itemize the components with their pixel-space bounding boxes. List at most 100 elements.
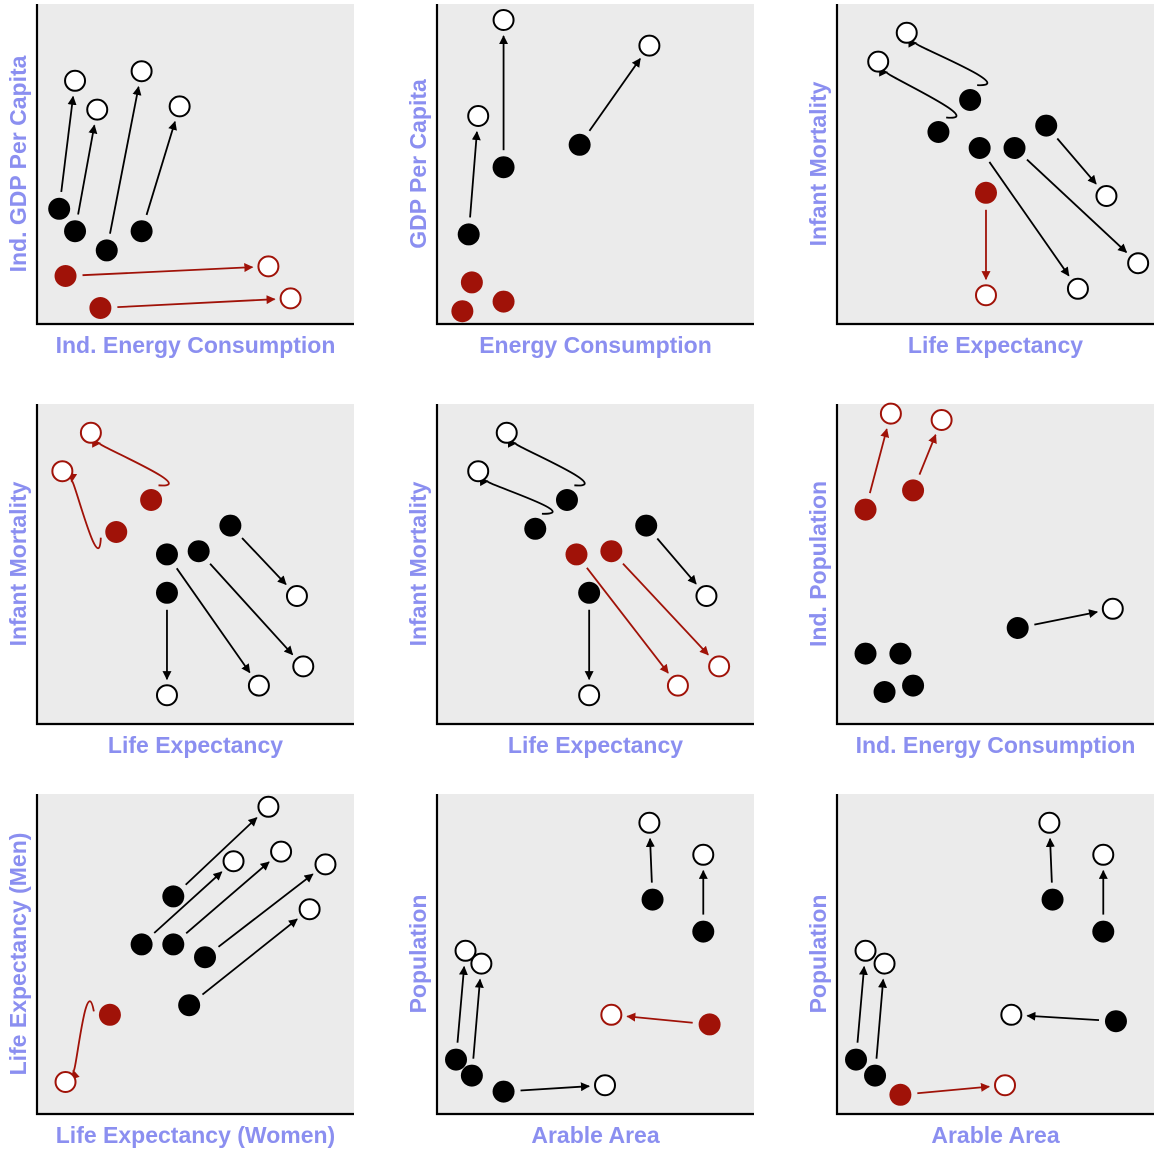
arrow-layer [456,837,708,1092]
end-point [285,585,308,607]
point-layer [845,811,1127,1106]
trajectory-arrow [908,38,989,87]
trajectory-arrow [71,1000,95,1080]
end-point [1038,811,1061,834]
start-point [555,489,578,511]
start-point [178,994,201,1017]
start-point [140,489,163,511]
end-point [155,684,178,707]
start-point [48,197,71,220]
y-axis-label: Infant Mortality [5,481,31,646]
end-point [168,95,191,118]
start-point [155,543,178,566]
arrow-layer [469,35,641,218]
x-axis-label: Ind. Energy Consumption [56,332,336,358]
start-point [1035,114,1058,137]
start-point [600,540,623,563]
start-point [1104,1010,1127,1033]
end-point [994,1074,1017,1097]
start-point [864,1064,887,1087]
trajectory-arrow [241,537,287,586]
end-point [692,843,715,866]
x-axis-label: Arable Area [931,1122,1059,1148]
point-layer [445,811,721,1103]
end-point [64,69,87,92]
start-point [460,271,483,294]
start-point [89,297,112,319]
end-point [1095,185,1118,207]
trajectory-arrow [1034,609,1098,626]
axes [835,4,1154,326]
start-point [64,220,87,243]
start-point [162,933,185,956]
plot-area [437,404,754,724]
start-point [902,479,925,502]
end-point [54,1071,77,1093]
end-point [879,402,902,425]
end-point [867,50,890,73]
trajectory-arrow [185,861,270,934]
plot-area [837,4,1154,324]
trajectory-arrow [626,1012,693,1024]
start-point [130,933,153,956]
y-axis-label: Infant Mortality [405,481,431,646]
trajectory-arrow [92,438,170,487]
scatter-panel-5: Life Expectancy Infant Mortality [405,404,754,758]
end-point [270,840,293,863]
start-point [457,223,480,246]
trajectory-arrow [918,433,937,475]
start-point [927,121,950,143]
arrow-layer [60,86,276,309]
end-point [594,1074,617,1097]
trajectory-arrow [117,295,276,309]
start-point [959,89,982,111]
axes [35,404,354,726]
end-point [666,674,689,697]
end-point [1101,597,1124,620]
start-point [524,517,547,540]
x-axis-label: Life Expectancy (Women) [56,1122,335,1148]
start-point [155,581,178,604]
end-point [578,684,601,707]
y-axis-label: Ind. Population [805,481,831,647]
y-axis-label: Ind. GDP Per Capita [5,55,31,272]
scatter-panel-1: Ind. Energy Consumption Ind. GDP Per Capi… [5,4,354,358]
point-layer [54,795,337,1093]
axes [835,404,1154,726]
start-point [1003,137,1026,159]
start-point [187,540,210,563]
axes [835,794,1154,1116]
arrow-layer [479,438,709,681]
start-point [968,137,991,159]
end-point [895,21,918,44]
start-point [95,239,118,262]
end-point [470,952,493,975]
end-point [638,811,661,834]
start-point [492,1080,515,1103]
start-point [635,514,658,537]
y-axis-label: Infant Mortality [805,81,831,246]
trajectory-arrow [1026,1011,1100,1022]
trajectory-arrow [588,57,641,132]
end-point [454,939,477,962]
point-layer [51,421,315,707]
end-point [1127,252,1150,275]
arrow-layer [879,38,1128,281]
end-point [247,674,270,697]
end-point [1092,843,1115,866]
start-point [1041,888,1064,911]
start-point [460,1064,483,1087]
trajectory-arrow [217,873,314,948]
trajectory-arrow [153,871,223,934]
end-point [495,421,518,444]
start-point [698,1013,721,1036]
start-point [492,290,515,313]
point-layer [48,60,302,319]
start-point [889,1083,912,1106]
trajectory-arrow [82,263,254,277]
arrow-layer [68,438,294,681]
end-point [279,287,302,310]
trajectory-arrow [879,67,958,119]
scatter-panel-4: Life Expectancy Infant Mortality [5,404,354,758]
end-point [492,9,515,31]
